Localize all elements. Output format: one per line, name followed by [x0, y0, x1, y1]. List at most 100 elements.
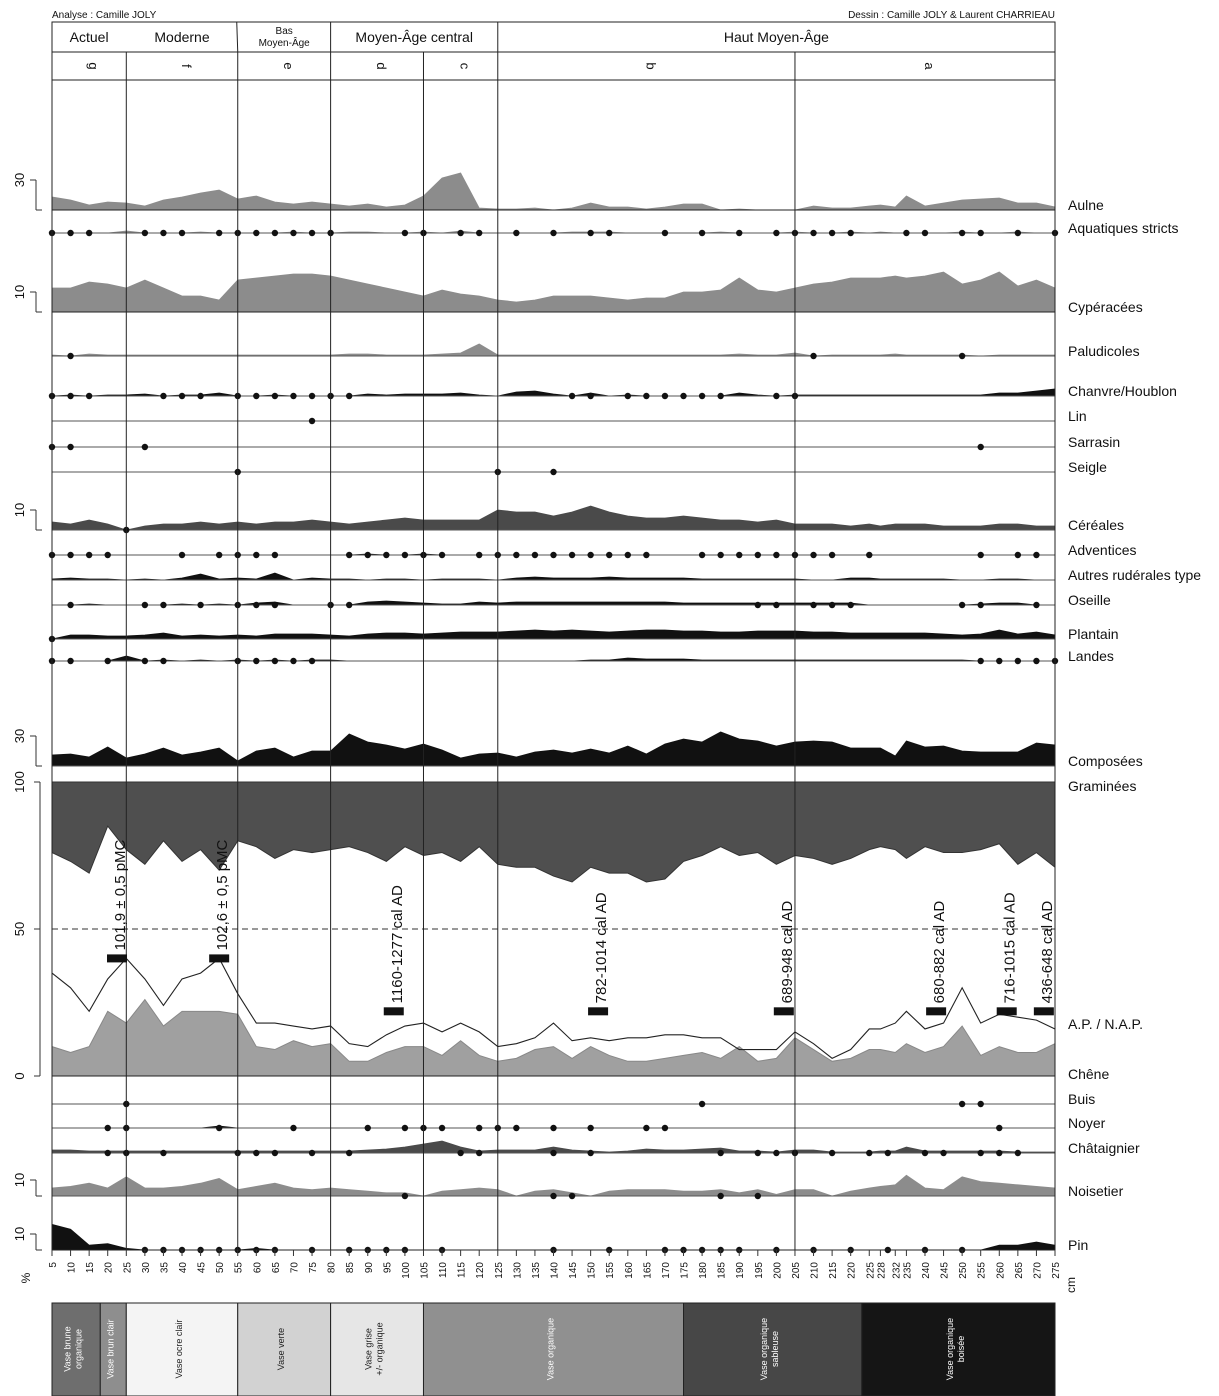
presence-dot-adventices [773, 551, 780, 559]
presence-dot-chataignier [550, 1149, 557, 1157]
presence-dot-adventices [717, 551, 724, 559]
x-tick-label: 225 [865, 1262, 876, 1279]
x-tick-label: 255 [977, 1262, 988, 1279]
taxon-label-buis: Buis [1068, 1091, 1095, 1107]
presence-dot-landes [253, 657, 260, 665]
x-tick-label: 15 [85, 1262, 96, 1274]
presence-dot-aquatiques-stricts [141, 229, 149, 237]
x-tick-label: 60 [252, 1262, 263, 1274]
presence-dot-aquatiques-stricts [308, 229, 316, 237]
x-tick-label: 232 [891, 1262, 902, 1279]
taxon-area-paludicoles [51, 343, 1056, 357]
presence-dot-adventices [67, 551, 74, 559]
taxon-label-cyperacees: Cypéracées [1068, 299, 1143, 315]
taxon-area-noisetier [51, 1174, 1056, 1197]
presence-dot-chataignier [476, 1149, 483, 1157]
presence-dot-chanvre-houblon [717, 392, 724, 400]
x-tick-label: 70 [289, 1262, 300, 1274]
lithology-vase-organique [422, 1302, 685, 1396]
presence-dot-adventices [513, 551, 520, 559]
presence-dot-aquatiques-stricts [290, 229, 297, 237]
date-label: 101,9 ± 0,5 pMC [112, 839, 129, 950]
presence-dot-noyer [104, 1124, 111, 1132]
header-drawing: Dessin : Camille JOLY & Laurent CHARRIEA… [848, 10, 1055, 21]
zone-label-b: b [643, 62, 658, 69]
presence-dot-oseille [141, 601, 149, 609]
presence-dot-chanvre-houblon [661, 392, 669, 400]
lithology-label: organique [74, 1329, 84, 1369]
presence-dot-adventices [1033, 551, 1040, 559]
lithology-vase-brun-clair [99, 1302, 127, 1396]
scale-label-pin: 10 [12, 1227, 27, 1241]
presence-dot-chanvre-houblon [345, 392, 353, 400]
presence-dot-aquatiques-stricts [67, 229, 74, 237]
lithology-label: Vase organique [945, 1318, 955, 1380]
taxon-label-autres-ruderales-type: Autres rudérales type [1068, 567, 1201, 583]
presence-dot-oseille [253, 601, 260, 609]
presence-dot-adventices [568, 551, 576, 559]
lithology-label: +/- organique [375, 1322, 385, 1375]
date-bar [383, 1007, 404, 1016]
presence-dot-adventices [531, 551, 539, 559]
x-tick-label: 65 [271, 1262, 282, 1274]
x-tick-label: 100 [401, 1262, 412, 1279]
x-tick-label: 115 [457, 1262, 468, 1278]
presence-dot-chataignier [587, 1149, 594, 1157]
taxon-label-aulne: Aulne [1068, 197, 1104, 213]
x-tick-label: 160 [624, 1262, 635, 1279]
presence-dot-aquatiques-stricts [661, 229, 669, 237]
x-tick-label: 220 [847, 1262, 858, 1279]
presence-dot-chanvre-houblon [624, 392, 631, 400]
presence-dot-aquatiques-stricts [271, 229, 279, 237]
presence-dot-landes [1014, 657, 1022, 665]
graminees-label: Graminées [1068, 778, 1136, 794]
x-tick-label: 250 [958, 1262, 969, 1279]
period-label-moyen-age-central: Moyen-Âge central [355, 29, 473, 45]
presence-dot-oseille [67, 601, 74, 609]
x-tick-label: 190 [735, 1262, 746, 1279]
presence-dot-adventices [643, 551, 650, 559]
taxon-label-plantain: Plantain [1068, 626, 1119, 642]
presence-dot-noyer [587, 1124, 594, 1132]
lithology-label: Vase organique [759, 1318, 769, 1380]
x-tick-label: 110 [438, 1262, 449, 1278]
presence-dot-chataignier [828, 1149, 836, 1157]
presence-dot-landes [308, 657, 316, 665]
x-tick-label: 205 [791, 1262, 802, 1279]
presence-dot-chataignier [921, 1149, 929, 1157]
period-label-moderne: Moderne [154, 29, 209, 45]
presence-dot-aquatiques-stricts [253, 229, 260, 237]
presence-dot-oseille [773, 601, 780, 609]
x-tick-label: 270 [1032, 1262, 1043, 1279]
presence-dot-aquatiques-stricts [587, 229, 594, 237]
zone-label-f: f [179, 64, 194, 68]
date-label: 102,6 ± 0,5 pMC [214, 839, 231, 950]
presence-dot-chataignier [457, 1149, 464, 1157]
presence-dot-noyer [476, 1124, 483, 1132]
x-tick-label: 245 [940, 1262, 951, 1279]
presence-dot-aquatiques-stricts [606, 229, 613, 237]
x-tick-label: 30 [141, 1262, 152, 1274]
presence-dot-chanvre-houblon [643, 392, 650, 400]
lithology-vase-verte [237, 1302, 332, 1396]
presence-dot-adventices [178, 551, 186, 559]
taxon-label-landes: Landes [1068, 648, 1114, 664]
presence-dot-noyer [643, 1124, 650, 1132]
period-divider [236, 21, 239, 53]
ap-nap-line [51, 957, 1056, 1060]
x-tick-label: 35 [159, 1262, 170, 1274]
taxon-area-aulne [51, 172, 1056, 211]
scale-label-aulne: 30 [12, 173, 27, 187]
presence-dot-oseille [754, 601, 762, 609]
x-tick-label: 200 [772, 1262, 783, 1279]
scale-label-cyperacees: 10 [12, 285, 27, 299]
presence-dot-adventices [828, 551, 836, 559]
presence-dot-chataignier [773, 1149, 780, 1157]
date-bar [1033, 1007, 1054, 1016]
presence-dot-landes [996, 657, 1003, 665]
x-tick-label: 85 [345, 1262, 356, 1274]
date-bar [926, 1007, 947, 1016]
presence-dot-noyer [661, 1124, 669, 1132]
presence-dot-adventices [698, 551, 706, 559]
presence-dot-aquatiques-stricts [698, 229, 706, 237]
